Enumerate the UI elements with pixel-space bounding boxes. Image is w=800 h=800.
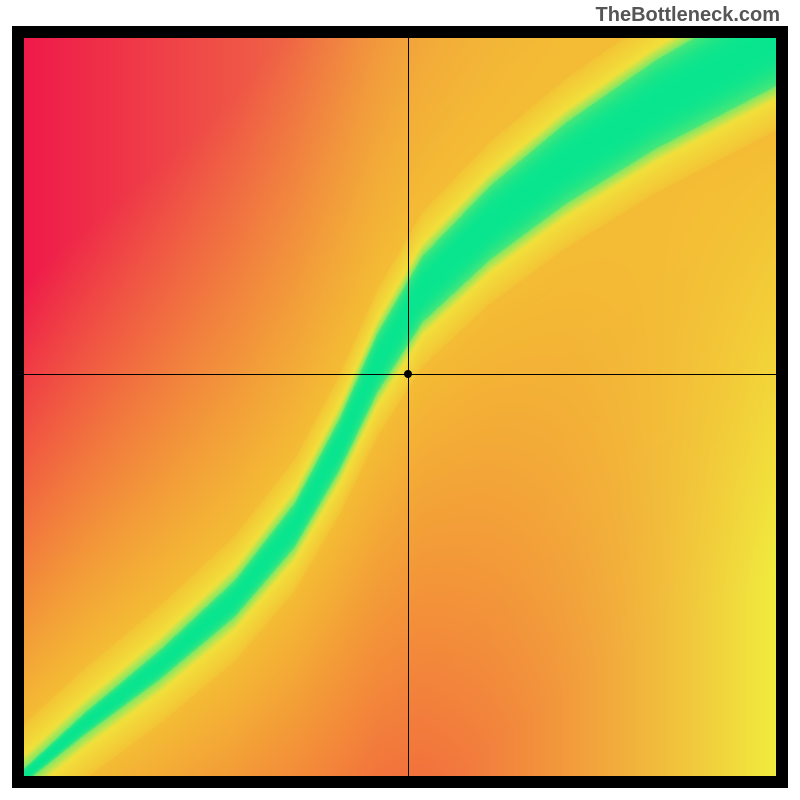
watermark-text: TheBottleneck.com	[596, 4, 780, 27]
heatmap-frame	[12, 26, 788, 788]
crosshair-vertical	[408, 38, 409, 776]
crosshair-horizontal	[24, 374, 776, 375]
center-dot	[404, 370, 412, 378]
heatmap-canvas	[24, 38, 776, 776]
